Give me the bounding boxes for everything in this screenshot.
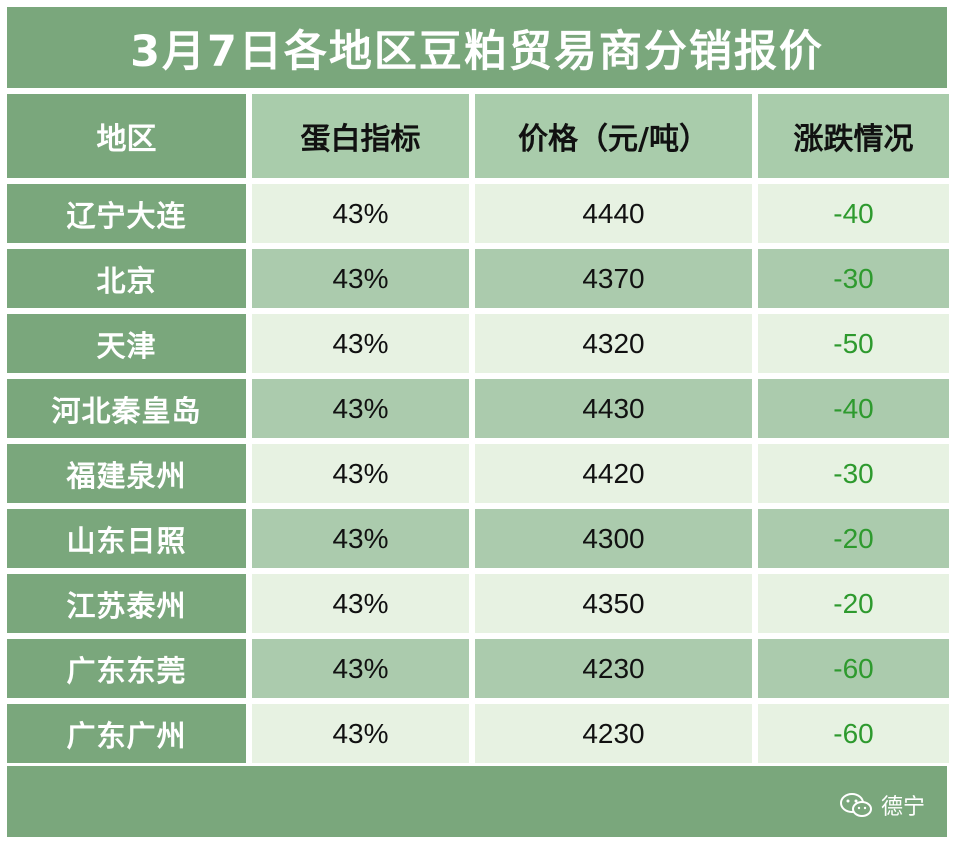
price-cell: 4430: [475, 379, 752, 438]
protein-cell: 43%: [252, 444, 469, 503]
price-cell: 4370: [475, 249, 752, 308]
protein-cell: 43%: [252, 574, 469, 633]
change-cell: -30: [758, 249, 949, 308]
wechat-icon: [839, 793, 872, 817]
price-cell: 4300: [475, 509, 752, 568]
region-cell: 江苏泰州: [7, 574, 246, 633]
region-cell: 北京: [7, 249, 246, 308]
watermark: 德宁: [839, 789, 925, 821]
region-cell: 辽宁大连: [7, 184, 246, 243]
protein-cell: 43%: [252, 314, 469, 373]
change-cell: -40: [758, 379, 949, 438]
change-cell: -20: [758, 509, 949, 568]
column-header-price: 价格（元/吨）: [475, 94, 752, 178]
price-cell: 4440: [475, 184, 752, 243]
price-cell: 4230: [475, 704, 752, 763]
change-cell: -60: [758, 639, 949, 698]
column-header-change: 涨跌情况: [758, 94, 949, 178]
region-cell: 福建泉州: [7, 444, 246, 503]
region-cell: 广东广州: [7, 704, 246, 763]
region-cell: 广东东莞: [7, 639, 246, 698]
watermark-text: 德宁: [880, 795, 925, 820]
footer-bar: 德宁: [7, 766, 947, 837]
change-cell: -60: [758, 704, 949, 763]
protein-cell: 43%: [252, 379, 469, 438]
price-cell: 4320: [475, 314, 752, 373]
page-title: 3月7日各地区豆粕贸易商分销报价: [130, 26, 824, 77]
protein-cell: 43%: [252, 509, 469, 568]
change-cell: -50: [758, 314, 949, 373]
region-cell: 山东日照: [7, 509, 246, 568]
protein-cell: 43%: [252, 249, 469, 308]
change-cell: -40: [758, 184, 949, 243]
price-cell: 4230: [475, 639, 752, 698]
region-cell: 河北秦皇岛: [7, 379, 246, 438]
region-cell: 天津: [7, 314, 246, 373]
title-bar: 3月7日各地区豆粕贸易商分销报价: [7, 7, 947, 88]
protein-cell: 43%: [252, 639, 469, 698]
column-header-region: 地区: [7, 94, 246, 178]
protein-cell: 43%: [252, 704, 469, 763]
protein-cell: 43%: [252, 184, 469, 243]
column-header-protein: 蛋白指标: [252, 94, 469, 178]
price-cell: 4420: [475, 444, 752, 503]
price-cell: 4350: [475, 574, 752, 633]
change-cell: -30: [758, 444, 949, 503]
price-table: 地区 蛋白指标 价格（元/吨） 涨跌情况 辽宁大连 43% 4440 -40 北…: [7, 94, 949, 763]
change-cell: -20: [758, 574, 949, 633]
